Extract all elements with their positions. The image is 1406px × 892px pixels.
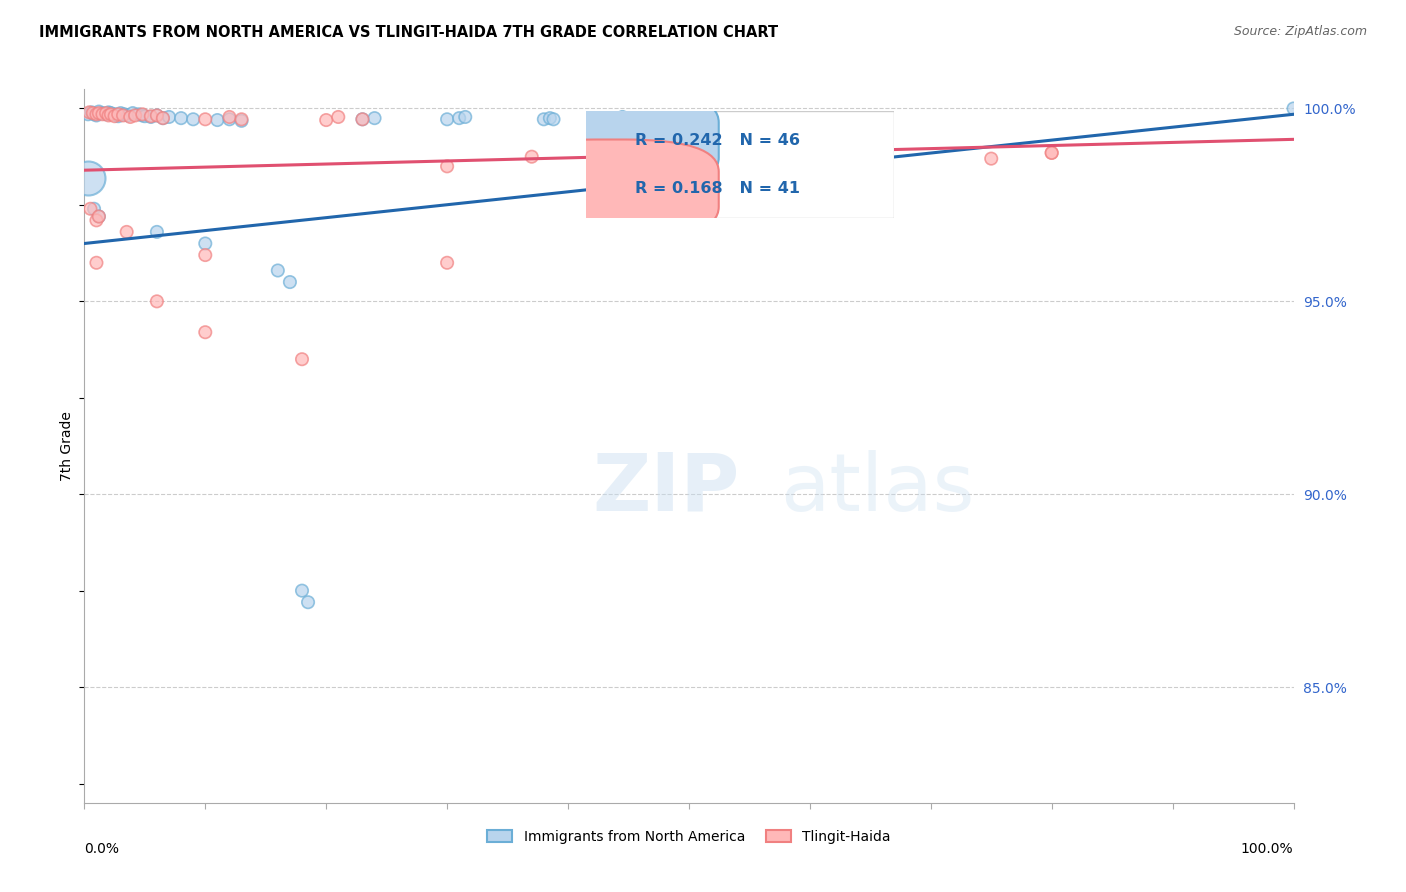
- Point: [291, 352, 314, 367]
- Point: [124, 108, 146, 122]
- Text: ZIP: ZIP: [592, 450, 740, 528]
- Text: 0.0%: 0.0%: [84, 842, 120, 856]
- Point: [77, 107, 100, 121]
- Point: [83, 202, 105, 216]
- Point: [139, 110, 162, 124]
- Point: [121, 106, 143, 120]
- Point: [859, 147, 882, 161]
- Point: [91, 107, 114, 121]
- Point: [291, 583, 314, 598]
- Point: [543, 112, 565, 127]
- Point: [117, 108, 139, 122]
- Point: [612, 110, 634, 124]
- Point: [139, 109, 162, 123]
- Point: [131, 107, 153, 121]
- Point: [436, 112, 458, 127]
- Point: [104, 107, 127, 121]
- Point: [146, 225, 169, 239]
- Point: [278, 275, 301, 289]
- Point: [218, 110, 240, 124]
- Point: [194, 112, 217, 127]
- Point: [107, 109, 129, 123]
- Point: [605, 111, 627, 125]
- Point: [146, 294, 169, 309]
- Point: [83, 107, 105, 121]
- Point: [152, 111, 174, 125]
- Point: [146, 108, 169, 122]
- Point: [79, 202, 101, 216]
- Point: [100, 106, 122, 120]
- Point: [231, 113, 253, 128]
- Point: [104, 109, 127, 123]
- Point: [1040, 145, 1063, 160]
- Point: [328, 110, 350, 124]
- Point: [131, 108, 153, 122]
- Point: [112, 108, 135, 122]
- Text: Source: ZipAtlas.com: Source: ZipAtlas.com: [1233, 25, 1367, 38]
- Point: [799, 150, 821, 164]
- Point: [91, 106, 114, 120]
- Point: [86, 107, 108, 121]
- Point: [315, 113, 337, 128]
- Point: [218, 112, 240, 127]
- Point: [352, 112, 374, 127]
- Point: [100, 107, 122, 121]
- Point: [194, 325, 217, 339]
- Point: [520, 150, 543, 164]
- Point: [80, 105, 103, 120]
- Text: IMMIGRANTS FROM NORTH AMERICA VS TLINGIT-HAIDA 7TH GRADE CORRELATION CHART: IMMIGRANTS FROM NORTH AMERICA VS TLINGIT…: [39, 25, 779, 40]
- Legend: Immigrants from North America, Tlingit-Haida: Immigrants from North America, Tlingit-H…: [482, 824, 896, 849]
- Point: [231, 112, 253, 127]
- Point: [538, 111, 561, 125]
- Point: [94, 107, 117, 121]
- Point: [77, 105, 100, 120]
- Point: [87, 210, 110, 224]
- Point: [436, 159, 458, 173]
- Point: [533, 112, 555, 127]
- Point: [86, 256, 108, 270]
- Point: [97, 105, 120, 120]
- Point: [87, 210, 110, 224]
- Point: [152, 111, 174, 125]
- Point: [82, 106, 104, 120]
- Point: [86, 108, 108, 122]
- Point: [181, 112, 204, 127]
- Point: [170, 111, 193, 125]
- Point: [436, 256, 458, 270]
- Point: [77, 170, 100, 185]
- Point: [120, 110, 142, 124]
- Point: [110, 106, 132, 120]
- Point: [194, 248, 217, 262]
- Point: [157, 110, 180, 124]
- Text: 100.0%: 100.0%: [1241, 842, 1294, 856]
- Point: [128, 107, 150, 121]
- Point: [363, 111, 385, 125]
- Point: [107, 107, 129, 121]
- Point: [297, 595, 319, 609]
- Point: [97, 108, 120, 122]
- Point: [134, 109, 156, 123]
- Point: [454, 110, 477, 124]
- Point: [872, 152, 894, 166]
- Point: [94, 106, 117, 120]
- Y-axis label: 7th Grade: 7th Grade: [60, 411, 75, 481]
- Point: [87, 104, 110, 119]
- Point: [980, 152, 1002, 166]
- Point: [352, 112, 374, 127]
- Text: atlas: atlas: [780, 450, 974, 528]
- Point: [207, 113, 229, 128]
- Point: [1282, 102, 1305, 116]
- Point: [194, 236, 217, 251]
- Point: [112, 107, 135, 121]
- Point: [86, 213, 108, 227]
- Point: [267, 263, 290, 277]
- Point: [87, 106, 110, 120]
- Point: [115, 225, 138, 239]
- Point: [449, 111, 471, 125]
- Point: [1040, 145, 1063, 160]
- Point: [146, 108, 169, 122]
